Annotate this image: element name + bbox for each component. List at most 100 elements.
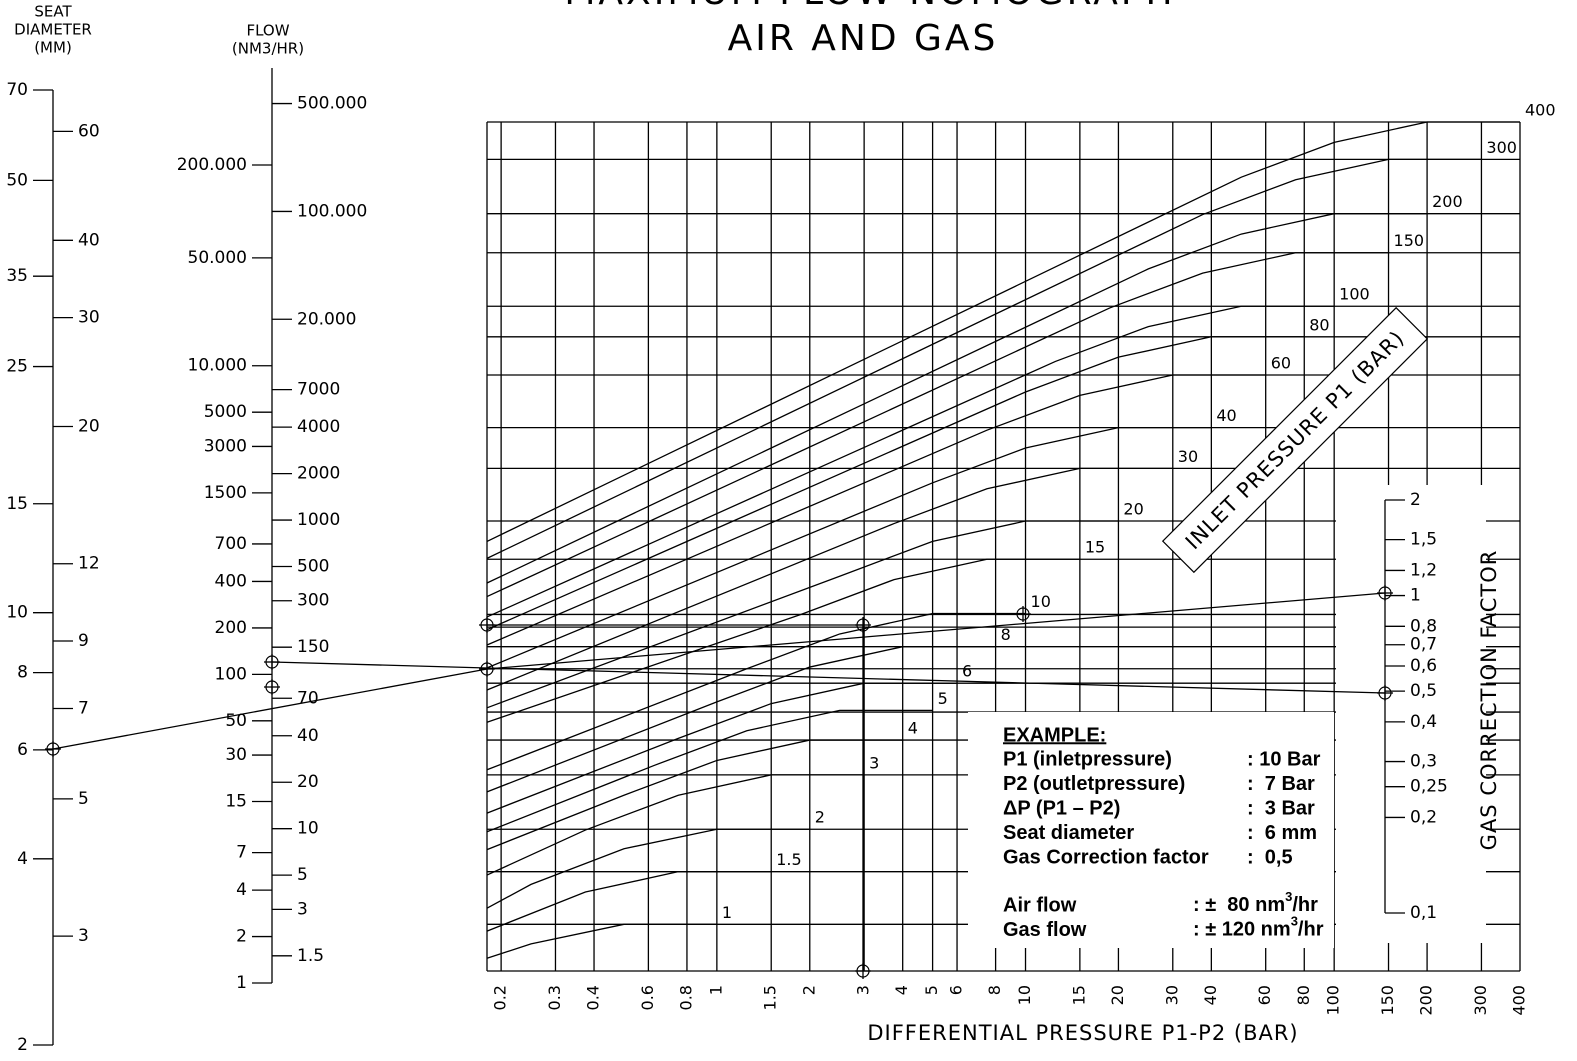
tick-label: 0,2 <box>1410 807 1437 827</box>
x-tick-label: 20 <box>1108 985 1127 1005</box>
curve-label: 1 <box>722 903 732 922</box>
tick-label: 2 <box>1410 490 1421 510</box>
tick-label: 20 <box>297 772 319 792</box>
axis-title: FLOW <box>246 22 289 40</box>
result-unit: /hr <box>1292 894 1318 916</box>
x-tick-label: 0.2 <box>491 985 510 1010</box>
curve-label: 20 <box>1123 500 1143 519</box>
curve-label: 8 <box>1001 625 1011 644</box>
x-tick-label: 60 <box>1255 985 1274 1005</box>
x-tick-label: 0.8 <box>676 985 695 1010</box>
axis-title: SEAT <box>34 3 72 21</box>
curve <box>486 612 1026 771</box>
example-rows: P1 (inletpressure): 10 Bar P2 (outletpres… <box>1003 748 1324 941</box>
subtitle: AIR AND GAS <box>728 18 999 59</box>
example-value: : 3 Bar <box>1247 797 1315 819</box>
tick-label: 700 <box>215 534 247 554</box>
tick-label: 9 <box>78 631 89 651</box>
curve <box>486 520 1119 709</box>
tick-label: 2 <box>17 1035 28 1055</box>
curve <box>486 774 865 876</box>
result-value: : ± 120 nm3/hr <box>1193 914 1324 941</box>
example-label: Gas Correction factor <box>1003 846 1209 868</box>
x-tick-label: 300 <box>1471 985 1490 1016</box>
example-box <box>968 712 1334 948</box>
tick-label: 2 <box>236 927 247 947</box>
example-label: P1 (inletpressure) <box>1003 748 1172 770</box>
x-tick-label: 10 <box>1015 985 1034 1005</box>
x-tick-label: 6 <box>947 985 966 995</box>
curve-label: 100 <box>1339 285 1370 304</box>
tick-label: 5 <box>78 789 89 809</box>
result-sup: 3 <box>1291 914 1298 929</box>
x-tick-label: 0.4 <box>584 985 603 1010</box>
curve-label: 6 <box>962 662 972 681</box>
tick-label: 3 <box>297 899 308 919</box>
curve <box>486 158 1482 559</box>
construction-line <box>52 668 488 750</box>
tick-label: 50 <box>6 170 28 190</box>
curve-label: 40 <box>1216 406 1236 425</box>
tick-label: 300 <box>297 591 329 611</box>
curve <box>486 121 1520 542</box>
curve <box>486 252 1389 598</box>
tick-label: 500.000 <box>297 94 367 114</box>
curve-label: 2 <box>815 808 825 827</box>
tick-label: 200 <box>215 618 247 638</box>
result-unit: /hr <box>1298 919 1324 941</box>
result-label: Air flow <box>1003 894 1077 916</box>
curve-label: 80 <box>1309 315 1329 334</box>
tick-label: 50.000 <box>188 248 247 268</box>
tick-label: 1,2 <box>1410 560 1437 580</box>
tick-label: 10.000 <box>188 356 247 376</box>
example-label: Seat diameter <box>1003 822 1134 844</box>
tick-label: 1.5 <box>297 946 324 966</box>
tick-label: 5000 <box>204 402 247 422</box>
tick-label: 20.000 <box>297 309 356 329</box>
x-tick-label: 4 <box>892 985 911 995</box>
factor-title: GAS CORRECTION FACTOR <box>1477 550 1501 851</box>
x-axis-title: DIFFERENTIAL PRESSURE P1-P2 (BAR) <box>867 1021 1298 1045</box>
x-tick-label: 1.5 <box>761 985 780 1010</box>
curve-label: 150 <box>1394 231 1425 250</box>
example-value: : 10 Bar <box>1247 748 1321 770</box>
example-value: : 7 Bar <box>1247 773 1315 795</box>
tick-label: 30 <box>78 308 100 328</box>
axis-title: DIAMETER <box>14 21 92 39</box>
tick-label: 3000 <box>204 436 247 456</box>
curve <box>486 871 772 932</box>
axis-title: (NM3/HR) <box>232 40 304 58</box>
tick-label: 150 <box>297 637 329 657</box>
tick-label: 4 <box>236 880 247 900</box>
curve-label: 200 <box>1432 192 1463 211</box>
x-tick-label: 80 <box>1294 985 1313 1005</box>
x-tick-label: 15 <box>1069 985 1088 1005</box>
tick-label: 400 <box>215 571 247 591</box>
tick-label: 1 <box>1410 586 1421 606</box>
example-value: : 0,5 <box>1247 846 1293 868</box>
x-tick-label: 1 <box>706 985 725 995</box>
curve <box>486 467 1173 691</box>
curve-label: 4 <box>908 719 918 738</box>
tick-label: 0,4 <box>1410 712 1437 732</box>
example-label: ΔP (P1 – P2) <box>1003 797 1120 819</box>
curve <box>486 305 1335 618</box>
tick-label: 40 <box>297 726 319 746</box>
curve-label: 30 <box>1178 447 1198 466</box>
tick-label: 4 <box>17 849 28 869</box>
result-number: : ± 120 nm <box>1193 919 1291 941</box>
tick-label: 1000 <box>297 510 340 530</box>
tick-label: 10 <box>6 603 28 623</box>
tick-label: 0,8 <box>1410 616 1437 636</box>
construction-line <box>486 592 1386 670</box>
x-tick-label: 5 <box>922 985 941 995</box>
tick-label: 500 <box>297 557 329 577</box>
curve-label: 1.5 <box>776 850 801 869</box>
tick-label: 6 <box>17 740 28 760</box>
construction-line <box>271 661 1386 694</box>
tick-label: 0,6 <box>1410 656 1437 676</box>
x-tick-label: 3 <box>854 985 873 995</box>
construction-lines <box>45 585 1393 979</box>
title: MAXIMUM FLOW NOMOGRAPH <box>564 0 1175 13</box>
